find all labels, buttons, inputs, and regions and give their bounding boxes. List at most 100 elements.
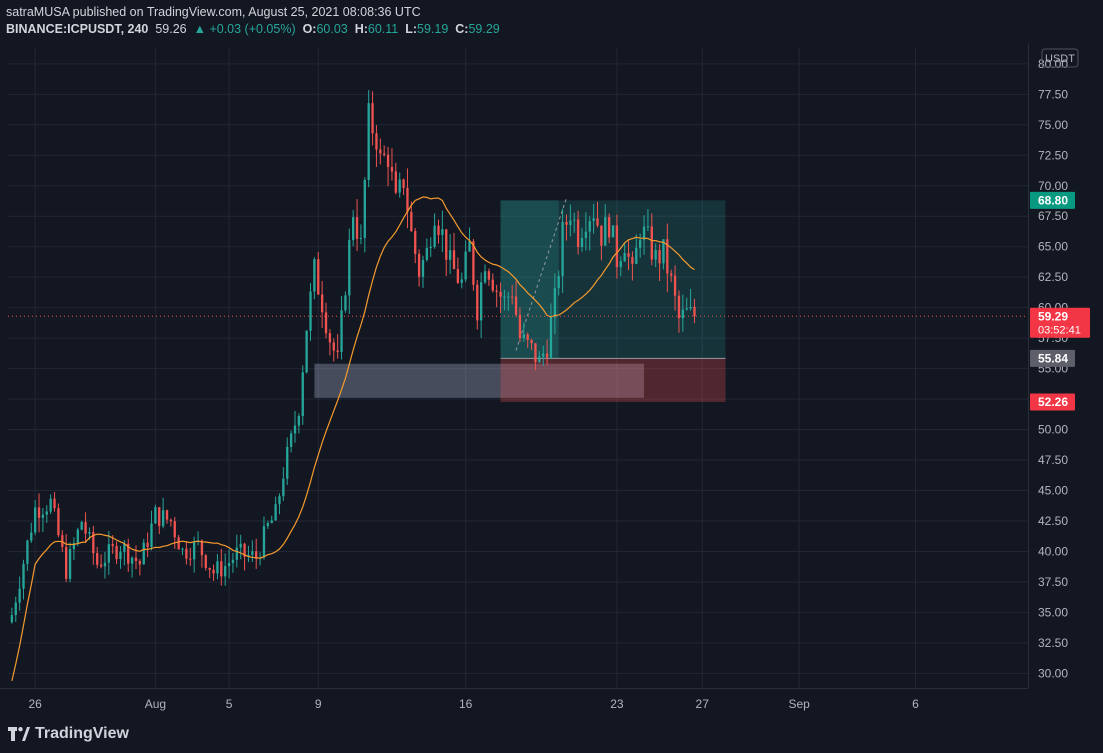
- candle-body: [317, 259, 320, 295]
- candle: [518, 307, 522, 343]
- candle: [631, 251, 634, 281]
- candle-body: [123, 543, 126, 552]
- candle: [460, 272, 463, 289]
- candle: [212, 564, 215, 581]
- candle-body: [169, 519, 173, 522]
- candle: [499, 282, 502, 314]
- candle: [596, 201, 599, 228]
- candle-body: [670, 273, 673, 276]
- candle-body: [297, 416, 301, 426]
- candle: [410, 201, 413, 233]
- candle: [154, 504, 157, 524]
- candle: [150, 510, 153, 551]
- candle-body: [165, 510, 169, 520]
- candle-body: [557, 276, 560, 289]
- candle: [293, 411, 297, 443]
- candle: [231, 552, 235, 573]
- time-tick-label: 6: [912, 697, 919, 711]
- candle: [14, 596, 17, 622]
- candle-body: [464, 251, 467, 280]
- candle-body: [92, 532, 95, 554]
- candle-body: [534, 343, 537, 363]
- candle: [274, 496, 277, 521]
- price-axis[interactable]: 30.00 32.50 35.00 37.50 40.00 42.50 45.00 47.50…: [1028, 44, 1103, 716]
- candle-body: [433, 225, 436, 247]
- candle-body: [596, 218, 599, 226]
- candle-body: [127, 543, 130, 564]
- candle-body: [569, 220, 572, 225]
- candle-body: [80, 522, 83, 530]
- candle: [336, 334, 339, 359]
- symbol-name[interactable]: BINANCE:ICPUSDT, 240: [6, 22, 149, 36]
- candle-body: [173, 521, 176, 538]
- candle-body: [134, 557, 138, 561]
- candle-body: [181, 548, 184, 550]
- candle: [635, 234, 638, 265]
- time-tick-label: 27: [696, 697, 710, 711]
- candle: [258, 552, 262, 566]
- candle-body: [309, 291, 312, 331]
- price-chart[interactable]: 30.00 32.50 35.00 37.50 40.00 42.50 45.00 47.50…: [0, 44, 1103, 716]
- candle-body: [576, 219, 580, 248]
- candle: [270, 515, 273, 524]
- candle: [379, 138, 382, 165]
- candle: [573, 212, 576, 233]
- candle: [313, 257, 316, 300]
- chart-header: satraMUSA published on TradingView.com, …: [0, 0, 1103, 44]
- candle-body: [189, 558, 192, 560]
- candle: [693, 298, 696, 324]
- candle-body: [324, 312, 328, 334]
- price-tick-label: 47.50: [1038, 453, 1068, 467]
- tradingview-logo[interactable]: TradingView: [8, 725, 129, 743]
- candle-body: [394, 171, 397, 193]
- candle: [685, 297, 688, 311]
- candle-body: [588, 221, 591, 232]
- candle-body: [212, 569, 215, 574]
- candle-body: [584, 231, 588, 239]
- candle: [584, 212, 588, 251]
- candle: [227, 549, 231, 579]
- candle: [255, 538, 258, 569]
- candle-body: [390, 167, 394, 172]
- candle: [615, 214, 619, 279]
- candle: [286, 437, 289, 485]
- candle: [437, 219, 440, 244]
- price-tick-label: 42.50: [1038, 514, 1068, 528]
- candle: [390, 148, 394, 181]
- candle: [61, 530, 64, 552]
- price-tick-label: 65.00: [1038, 240, 1068, 254]
- candle-body: [57, 508, 60, 536]
- candle: [534, 343, 537, 371]
- candle-body: [635, 247, 638, 264]
- candle-body: [437, 225, 440, 236]
- candle-body: [146, 542, 149, 548]
- time-axis[interactable]: 26 Aug 5 9 16 23 27 Sep 6: [0, 688, 1028, 712]
- candle-body: [239, 543, 242, 548]
- candle-body: [445, 229, 448, 260]
- candle-body: [604, 217, 607, 246]
- candle-body: [631, 256, 634, 264]
- candle: [328, 329, 332, 356]
- candle-body: [472, 241, 475, 285]
- candle-body: [18, 588, 21, 603]
- candle: [670, 269, 673, 283]
- candle-body: [289, 433, 293, 447]
- candle-body: [511, 296, 514, 298]
- chart-grid: [8, 48, 1028, 688]
- candle-body: [561, 222, 564, 277]
- candle: [383, 145, 386, 157]
- candle-body: [200, 540, 204, 556]
- candle: [588, 216, 591, 251]
- candle: [402, 178, 405, 196]
- candle-body: [41, 514, 45, 518]
- price-tick-label: 37.50: [1038, 575, 1068, 589]
- close-value: 59.29: [468, 22, 500, 36]
- price-tick-label: 70.00: [1038, 179, 1068, 193]
- candle: [394, 162, 397, 195]
- candle-body: [452, 250, 456, 270]
- candle-body: [53, 498, 56, 509]
- candle: [673, 265, 677, 311]
- candle-body: [208, 567, 211, 570]
- candle-body: [301, 372, 304, 417]
- low-label: L:: [405, 22, 418, 36]
